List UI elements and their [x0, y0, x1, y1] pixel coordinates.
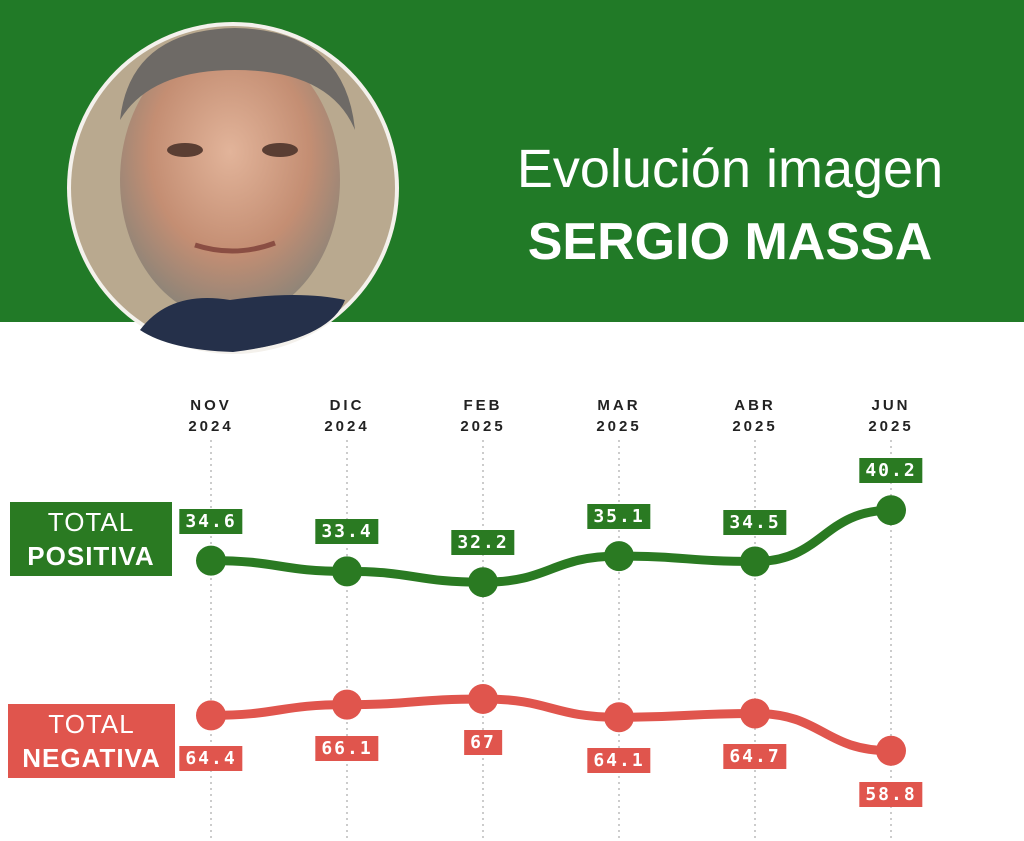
- data-label: 34.5: [723, 509, 787, 535]
- point: [196, 545, 226, 576]
- photo: [67, 22, 399, 354]
- point: [332, 556, 362, 587]
- title: Evolución imagen: [516, 139, 944, 199]
- x-tick-label: ABR 2025: [732, 397, 778, 435]
- data-label: 64.4: [179, 746, 243, 772]
- x-tick-label: DIC 2024: [324, 397, 370, 435]
- x-tick-label: JUN 2025: [868, 397, 914, 435]
- series-line: [206, 694, 896, 756]
- series-line: [206, 505, 896, 587]
- subtitle: SERGIO MASSA: [527, 213, 933, 271]
- data-label: 33.4: [315, 519, 379, 545]
- data-label: 35.1: [587, 504, 651, 530]
- point: [740, 698, 770, 729]
- point: [876, 735, 906, 766]
- legend-entry: TOTAL POSITIVA: [10, 502, 172, 576]
- data-label: 40.2: [859, 458, 923, 484]
- data-label: 58.8: [859, 781, 923, 807]
- point: [468, 683, 498, 714]
- point: [876, 495, 906, 526]
- legend-entry: TOTAL NEGATIVA: [8, 704, 175, 778]
- point: [196, 700, 226, 731]
- point: [604, 702, 634, 733]
- data-label: 64.1: [587, 748, 651, 774]
- x-tick-label: NOV 2024: [188, 397, 234, 435]
- data-label: 64.7: [723, 744, 787, 770]
- point: [468, 567, 498, 598]
- x-tick-label: FEB 2025: [460, 397, 506, 435]
- data-label: 67: [464, 729, 502, 755]
- point: [604, 541, 634, 572]
- point: [332, 689, 362, 720]
- point: [740, 546, 770, 577]
- data-label: 32.2: [451, 530, 515, 556]
- data-label: 34.6: [179, 508, 243, 534]
- x-tick-label: MAR 2025: [596, 397, 642, 435]
- data-label: 66.1: [315, 735, 379, 761]
